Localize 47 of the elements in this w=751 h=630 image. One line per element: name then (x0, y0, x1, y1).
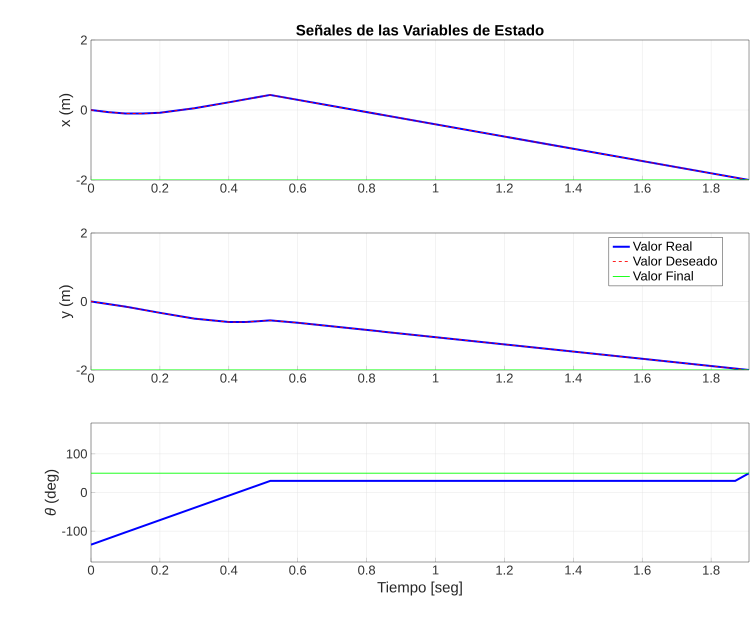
x-tick-label: 0.8 (358, 184, 376, 193)
x-tick-label: 0.8 (358, 566, 376, 575)
x-tick-label: 1.4 (565, 374, 582, 382)
x-tick-label: 0 (88, 566, 94, 575)
x-tick-label: 1 (432, 374, 438, 382)
y-axis-title: θ (deg) (44, 470, 59, 516)
x-tick-label: 0.8 (358, 374, 376, 383)
y-tick-label: -2 (76, 175, 87, 185)
x-tick-label: 0 (88, 374, 94, 383)
x-tick-label: 1.8 (703, 566, 720, 575)
x-tick-label: 1.2 (496, 184, 513, 193)
legend-label: Valor Final (632, 271, 693, 281)
y-tick-label: -2 (76, 365, 87, 375)
x-tick-label: 1.6 (634, 184, 651, 193)
x-tick-label: 1.6 (634, 374, 651, 383)
x-tick-label: 0 (88, 184, 94, 193)
x-tick-label: 1.8 (703, 184, 720, 193)
x-tick-label: 0.2 (151, 374, 168, 383)
x-tick-label: 1.8 (703, 374, 720, 383)
y-tick-label: 0 (80, 296, 87, 306)
y-tick-label: -100 (62, 526, 87, 536)
x-tick-label: 0.4 (220, 374, 238, 383)
x-tick-label: 0.4 (220, 184, 238, 193)
y-tick-label: 0 (80, 105, 87, 115)
x-tick-label: 0.2 (151, 566, 168, 575)
x-tick-label: 1.6 (634, 566, 651, 575)
chart-title: Señales de las Variables de Estado (296, 24, 544, 36)
x-tick-label: 0.6 (289, 566, 306, 575)
x-tick-label: 0.2 (151, 184, 168, 193)
legend-label: Valor Real (632, 241, 692, 251)
x-axis-title: Tiempo [seg] (377, 582, 462, 596)
legend-label: Valor Deseado (632, 256, 717, 266)
x-tick-label: 1 (432, 184, 438, 192)
x-tick-label: 0.4 (220, 566, 238, 575)
y-tick-label: 2 (80, 35, 87, 45)
x-tick-label: 1.4 (565, 566, 582, 574)
y-axis-title: y (m) (59, 285, 74, 318)
y-axis-title: x (m) (59, 94, 74, 127)
x-tick-label: 1 (432, 566, 438, 574)
x-tick-label: 1.4 (565, 184, 582, 192)
y-tick-label: 100 (66, 449, 87, 458)
x-tick-label: 1.2 (496, 566, 513, 575)
y-tick-label: 0 (80, 488, 87, 498)
x-tick-label: 1.2 (496, 374, 513, 383)
y-tick-label: 2 (80, 228, 87, 238)
x-tick-label: 0.6 (289, 184, 306, 193)
x-tick-label: 0.6 (289, 374, 306, 383)
